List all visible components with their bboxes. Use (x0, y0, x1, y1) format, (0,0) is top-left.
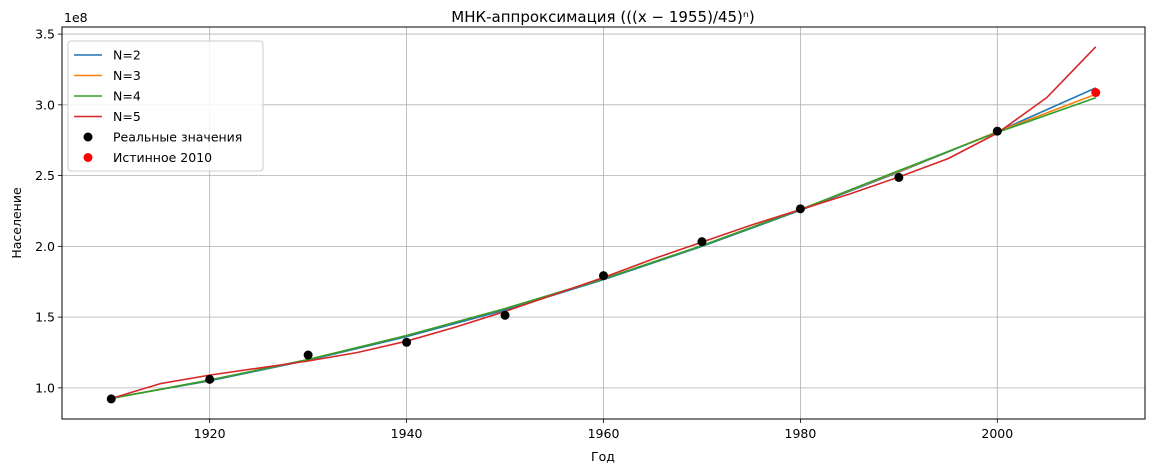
legend-point-marker (83, 153, 93, 162)
actual-value-point (795, 204, 805, 214)
y-tick-label: 2.5 (35, 168, 55, 183)
x-tick-label: 1940 (391, 426, 423, 441)
y-tick-label: 3.5 (35, 27, 55, 42)
chart-title: МНК-аппроксимация (((x − 1955)/45)ⁿ) (451, 8, 755, 26)
y-tick-label: 1.5 (35, 310, 55, 325)
legend: N=2 N=3 N=4 N=5 Реальные значения Истинное 20… (67, 40, 264, 172)
grid-lines (62, 27, 1145, 419)
y-axis-label: Население (9, 187, 24, 259)
legend-label: N=2 (113, 48, 141, 63)
x-tick-label: 1960 (588, 426, 620, 441)
legend-label: Истинное 2010 (113, 150, 212, 165)
legend-point-marker (83, 132, 93, 142)
x-tick-label: 1920 (194, 426, 226, 441)
actual-value-point (500, 310, 510, 320)
legend-label: Реальные значения (113, 130, 242, 145)
actual-value-point (205, 374, 215, 384)
y-tick-label: 2.0 (35, 239, 55, 254)
actual-value-point (894, 172, 904, 182)
x-axis-label: Год (591, 449, 615, 464)
x-ticks: 1920 1940 1960 1980 2000 (194, 419, 1013, 441)
actual-value-point (402, 337, 412, 347)
legend-label: N=5 (113, 109, 141, 124)
actual-value-point (697, 237, 707, 247)
x-tick-label: 1980 (785, 426, 817, 441)
actual-value-point (106, 394, 116, 404)
legend-label: N=3 (113, 68, 141, 83)
actual-value-point (303, 350, 313, 360)
true-2010-point (1091, 88, 1101, 98)
legend-box (67, 40, 264, 172)
x-tick-label: 2000 (981, 426, 1013, 441)
legend-label: N=4 (113, 89, 141, 104)
y-ticks: 1.0 1.5 2.0 2.5 3.0 3.5 (35, 27, 62, 395)
data-points (106, 88, 1101, 404)
actual-value-point (992, 126, 1002, 136)
y-tick-label: 3.0 (35, 97, 55, 112)
actual-value-point (599, 271, 608, 281)
y-tick-label: 1.0 (35, 380, 55, 395)
y-offset-label: 1e8 (64, 10, 88, 25)
